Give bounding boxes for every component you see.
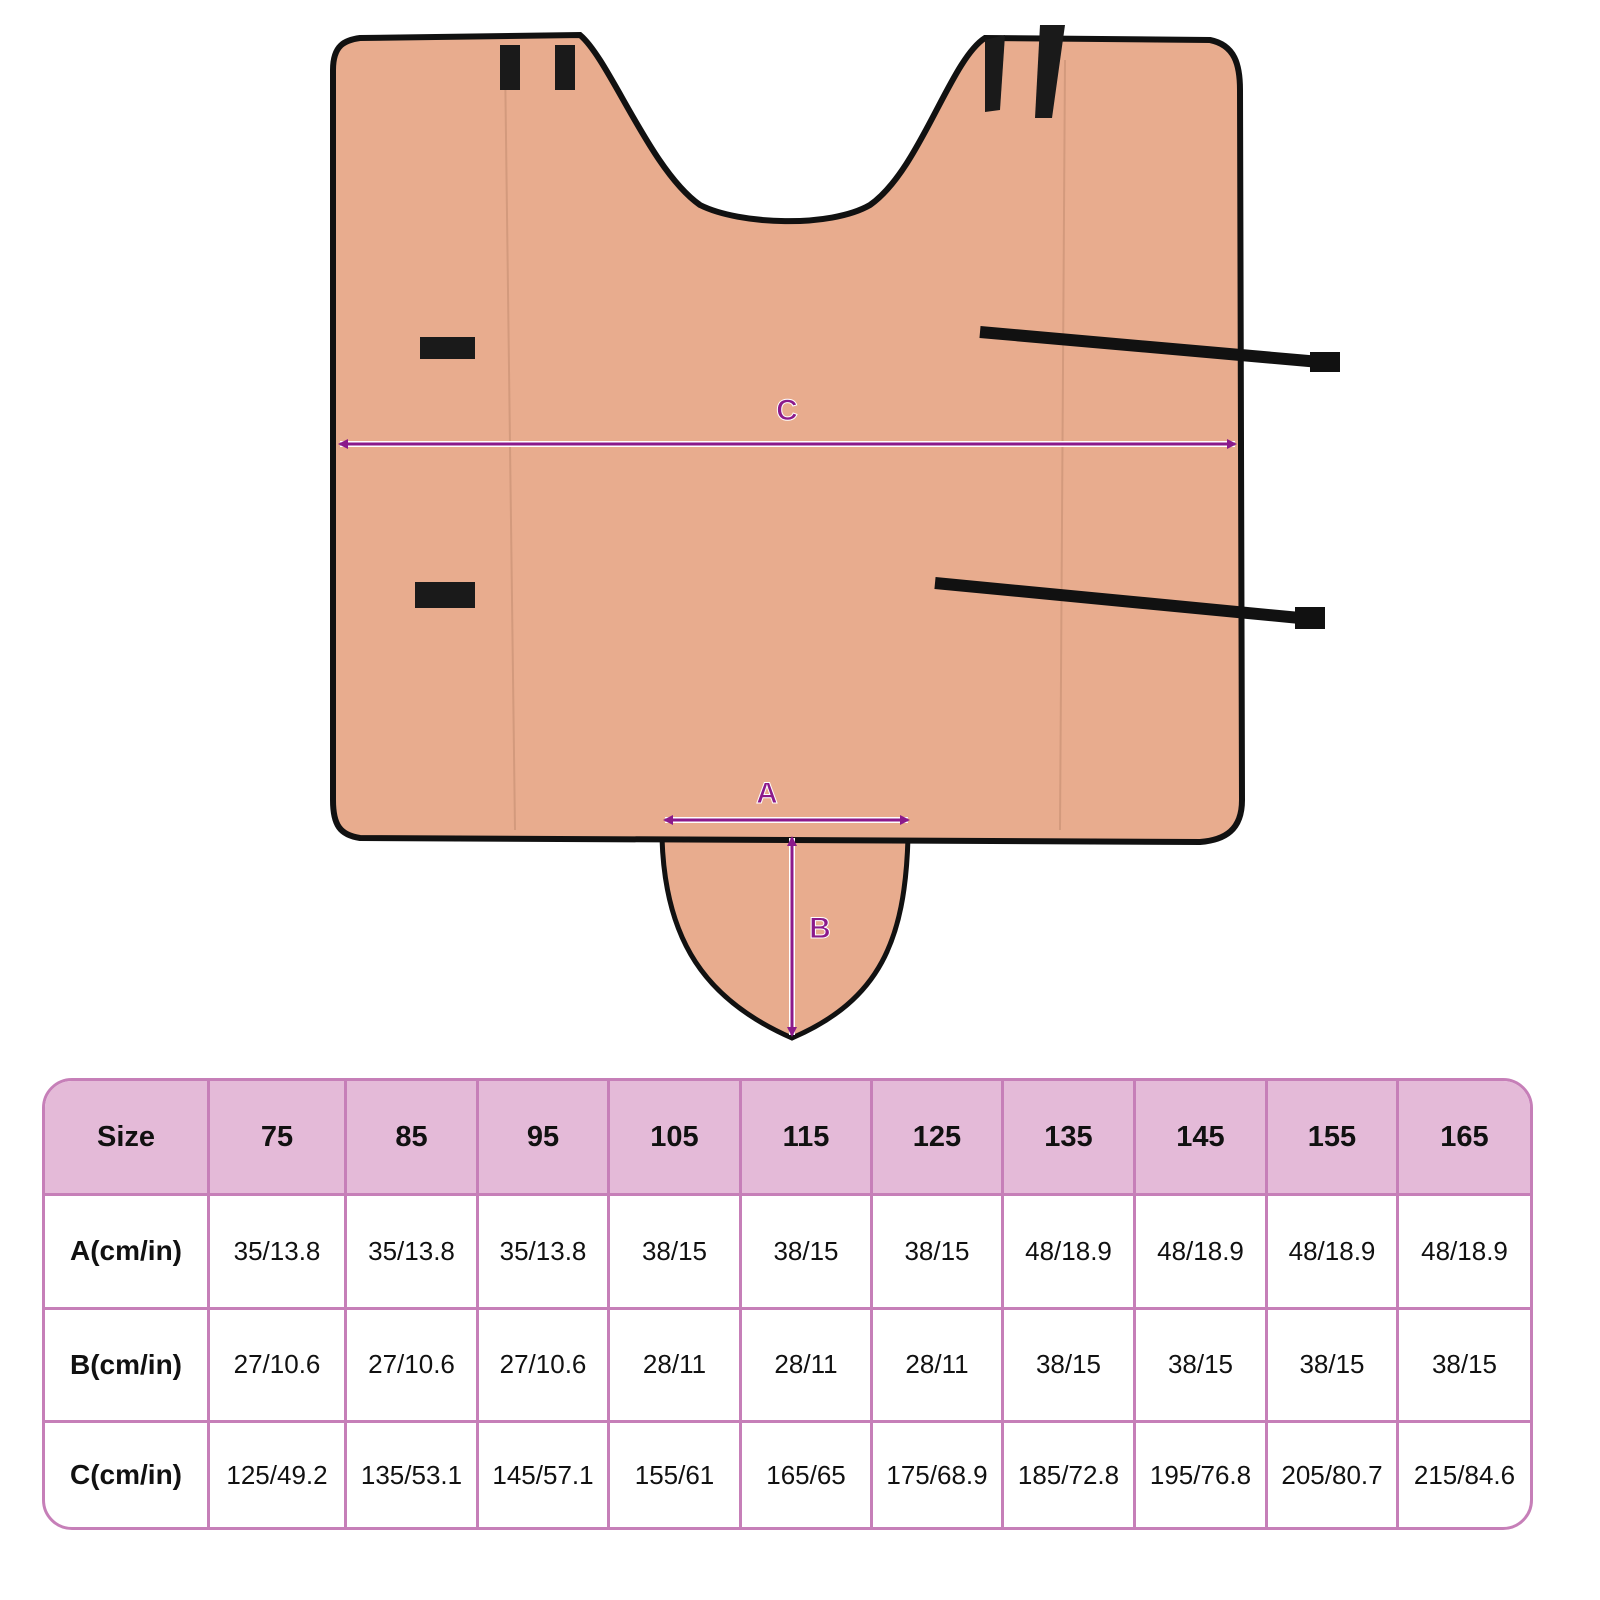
table-cell: 135/53.1: [347, 1423, 479, 1527]
table-cell: 155/61: [610, 1423, 742, 1527]
table-cell: 38/15: [1268, 1309, 1399, 1424]
buckle-icon: [1310, 352, 1340, 372]
table-row: B(cm/in) 27/10.6 27/10.6 27/10.6 28/11 28/11 2…: [45, 1309, 1530, 1424]
row-label: B(cm/in): [45, 1309, 210, 1424]
header-size-135: 135: [1004, 1081, 1136, 1196]
tail-flap: [659, 835, 911, 1041]
table-cell: 38/15: [610, 1196, 742, 1310]
header-size-85: 85: [347, 1081, 479, 1196]
table-cell: 35/13.8: [347, 1196, 479, 1310]
header-size-145: 145: [1136, 1081, 1268, 1196]
table-cell: 28/11: [610, 1309, 742, 1424]
table-cell: 125/49.2: [210, 1423, 347, 1527]
table-cell: 215/84.6: [1413, 1459, 1516, 1490]
table-cell: 48/18.9: [1268, 1196, 1399, 1310]
header-size: Size: [45, 1081, 210, 1196]
horse-blanket-diagram: C A B: [330, 25, 1340, 1041]
table-cell: 185/72.8: [1004, 1423, 1136, 1527]
table-cell: 27/10.6: [347, 1309, 479, 1424]
header-size-115: 115: [742, 1081, 873, 1196]
table-cell: 165/65: [742, 1423, 873, 1527]
table-cell: 38/15: [742, 1196, 873, 1310]
table-cell: 27/10.6: [479, 1309, 610, 1424]
table-cell: 145/57.1: [479, 1423, 610, 1527]
table-cell: 38/15: [1399, 1310, 1530, 1424]
header-size-95: 95: [479, 1081, 610, 1196]
table-cell: 27/10.6: [210, 1309, 347, 1424]
table-cell: 35/13.8: [210, 1196, 347, 1310]
buckle-icon: [415, 25, 1065, 608]
table-cell: 195/76.8: [1136, 1423, 1268, 1527]
table-cell: 205/80.7: [1268, 1423, 1399, 1527]
blanket-body: [330, 31, 1246, 846]
header-size-105: 105: [610, 1081, 742, 1196]
table-cell: 38/15: [873, 1196, 1004, 1310]
table-cell: 38/15: [1004, 1309, 1136, 1424]
table-cell: 175/68.9: [873, 1423, 1004, 1527]
table-cell: 28/11: [873, 1309, 1004, 1424]
table-cell: 48/18.9: [1004, 1196, 1136, 1310]
row-label: A(cm/in): [45, 1196, 210, 1310]
dimension-label-b: B: [809, 912, 831, 945]
header-size-155: 155: [1268, 1081, 1399, 1196]
table-row: A(cm/in) 35/13.8 35/13.8 35/13.8 38/15 38/15 3…: [45, 1196, 1530, 1310]
table-cell: 28/11: [742, 1309, 873, 1424]
table-header-row: Size 75 85 95 105 115 125 135 145 155 165: [45, 1081, 1530, 1196]
table-cell: 35/13.8: [479, 1196, 610, 1310]
dimension-label-a: A: [756, 777, 778, 810]
header-size-165: 165: [1399, 1081, 1530, 1196]
strap: [934, 577, 1301, 624]
table-cell: 48/18.9: [1136, 1196, 1268, 1310]
size-table: Size 75 85 95 105 115 125 135 145 155 165 A(cm/in)…: [42, 1078, 1533, 1530]
strap: [979, 326, 1321, 368]
dimension-label-c: C: [776, 394, 798, 427]
table-cell: 38/15: [1136, 1309, 1268, 1424]
table-cell: 48/18.9: [1399, 1196, 1530, 1310]
row-label: C(cm/in): [45, 1423, 210, 1527]
header-size-75: 75: [210, 1081, 347, 1196]
buckle-icon: [1295, 607, 1325, 629]
header-size-125: 125: [873, 1081, 1004, 1196]
table-row: C(cm/in) 125/49.2 135/53.1 145/57.1 155/61 16…: [45, 1423, 1530, 1527]
